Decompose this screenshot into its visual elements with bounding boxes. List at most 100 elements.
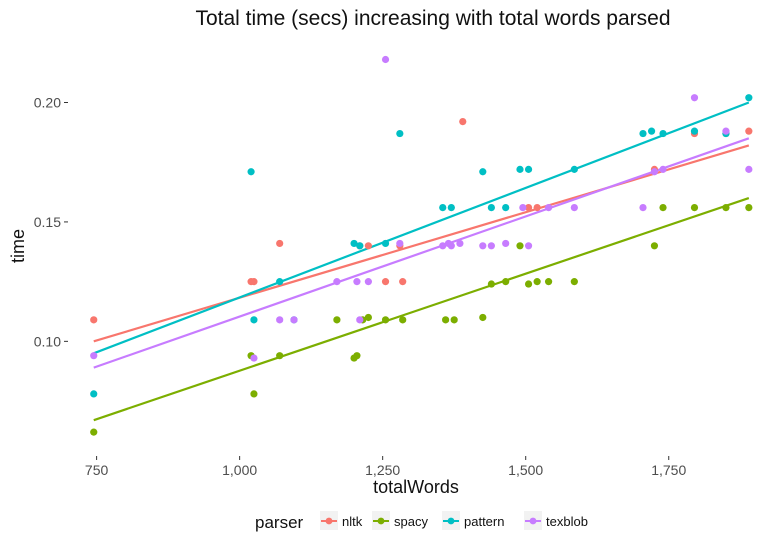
point-nltk: [745, 127, 753, 135]
point-spacy: [745, 203, 753, 212]
x-tick-label: 1,250: [365, 462, 400, 478]
point-texblob: [276, 316, 284, 324]
point-nltk: [250, 278, 258, 286]
x-tick-label: 1,500: [508, 462, 543, 478]
legend-key-point: [447, 517, 455, 525]
x-tick-label: 750: [85, 462, 109, 478]
point-spacy: [442, 316, 450, 324]
point-texblob: [396, 239, 404, 248]
legend-key-point: [377, 517, 385, 525]
point-texblob: [90, 352, 98, 360]
y-tick-label: 0.20: [34, 94, 61, 110]
point-pattern: [356, 242, 364, 250]
legend-item-texblob: texblob: [524, 511, 588, 530]
point-pattern: [570, 165, 578, 173]
x-axis: 750 1,000 1,250 1,500 1,750: [85, 456, 686, 478]
legend-label: nltk: [342, 514, 363, 529]
point-spacy: [333, 316, 341, 324]
point-spacy: [487, 280, 495, 288]
point-spacy: [570, 278, 578, 286]
point-nltk: [399, 278, 407, 286]
fit-line-texblob: [93, 137, 750, 369]
point-spacy: [450, 316, 458, 324]
point-pattern: [447, 203, 455, 212]
point-pattern: [90, 390, 98, 398]
point-texblob: [250, 354, 258, 362]
point-nltk: [459, 118, 467, 126]
point-pattern: [659, 129, 667, 138]
point-texblob: [502, 239, 510, 248]
chart-title: Total time (secs) increasing with total …: [195, 7, 670, 30]
legend-label: texblob: [546, 514, 588, 529]
point-texblob: [356, 316, 364, 324]
fit-lines: [93, 101, 750, 422]
point-texblob: [364, 278, 372, 286]
point-spacy: [90, 428, 98, 436]
point-spacy: [250, 390, 258, 398]
point-texblob: [570, 203, 578, 212]
point-texblob: [650, 168, 659, 176]
point-texblob: [524, 242, 533, 250]
point-spacy: [353, 352, 361, 360]
legend-label: spacy: [394, 514, 428, 529]
point-spacy: [690, 203, 699, 212]
y-tick-label: 0.10: [34, 333, 61, 349]
point-spacy: [276, 352, 284, 360]
data-points: [90, 55, 753, 436]
legend-title: parser: [255, 513, 304, 532]
point-texblob: [690, 94, 699, 102]
point-spacy: [533, 278, 541, 286]
point-texblob: [439, 242, 447, 250]
point-texblob: [290, 316, 298, 324]
point-spacy: [524, 280, 533, 288]
y-tick-label: 0.15: [34, 214, 61, 230]
point-spacy: [659, 203, 667, 212]
point-pattern: [381, 239, 390, 248]
point-texblob: [745, 165, 753, 173]
x-tick-label: 1,000: [222, 462, 257, 478]
point-pattern: [487, 203, 495, 212]
point-pattern: [745, 94, 753, 102]
point-pattern: [396, 129, 404, 138]
point-texblob: [447, 242, 455, 250]
point-pattern: [276, 278, 284, 286]
point-nltk: [364, 242, 372, 250]
fit-line-pattern: [93, 101, 750, 355]
point-spacy: [381, 316, 390, 324]
legend-item-nltk: nltk: [320, 511, 363, 530]
point-pattern: [439, 203, 447, 212]
point-texblob: [479, 242, 487, 250]
point-pattern: [502, 203, 510, 212]
fit-line-spacy: [93, 196, 750, 422]
fit-line-nltk: [93, 144, 750, 343]
point-texblob: [639, 203, 647, 212]
point-nltk: [533, 203, 541, 212]
legend-key-point: [325, 517, 333, 525]
point-pattern: [639, 129, 647, 138]
point-pattern: [479, 168, 487, 176]
point-texblob: [722, 127, 730, 135]
point-spacy: [479, 313, 487, 322]
y-axis-title: time: [8, 229, 28, 263]
point-nltk: [524, 203, 533, 212]
point-spacy: [399, 316, 407, 324]
point-texblob: [333, 278, 341, 286]
point-nltk: [90, 316, 98, 324]
point-spacy: [502, 278, 510, 286]
point-texblob: [659, 165, 667, 173]
legend-item-spacy: spacy: [372, 511, 428, 530]
point-spacy: [544, 278, 553, 286]
point-pattern: [516, 165, 524, 173]
point-pattern: [247, 168, 255, 176]
point-spacy: [364, 313, 372, 322]
legend-key-point: [529, 517, 537, 525]
x-axis-title: totalWords: [373, 477, 459, 497]
point-pattern: [350, 239, 358, 248]
point-spacy: [516, 242, 524, 250]
point-texblob: [519, 203, 527, 212]
legend-item-pattern: pattern: [442, 511, 504, 530]
y-axis: 0.10 0.15 0.20: [34, 94, 68, 349]
point-texblob: [544, 203, 553, 212]
point-pattern: [647, 127, 656, 135]
